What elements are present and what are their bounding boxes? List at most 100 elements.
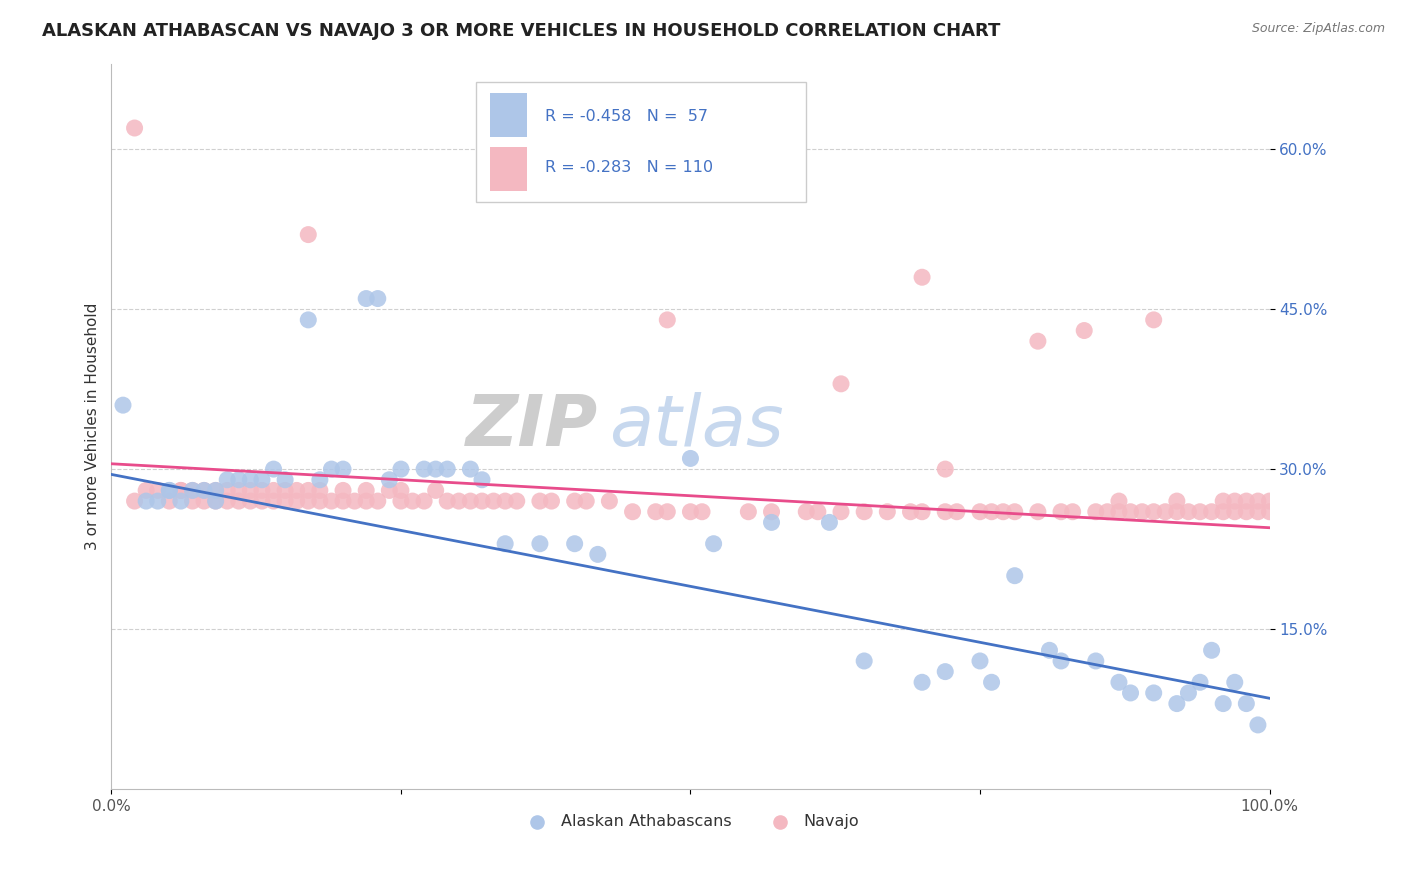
Text: ZIP: ZIP <box>465 392 598 461</box>
Point <box>980 675 1002 690</box>
Point <box>274 473 297 487</box>
Point <box>761 505 783 519</box>
Point <box>1050 505 1073 519</box>
Point <box>157 483 180 498</box>
Point <box>679 505 702 519</box>
Point <box>354 292 377 306</box>
Point <box>263 462 285 476</box>
Point <box>425 483 447 498</box>
Text: ALASKAN ATHABASCAN VS NAVAJO 3 OR MORE VEHICLES IN HOUSEHOLD CORRELATION CHART: ALASKAN ATHABASCAN VS NAVAJO 3 OR MORE V… <box>42 22 1001 40</box>
Point <box>1026 505 1049 519</box>
Point <box>1004 568 1026 582</box>
Point <box>1201 505 1223 519</box>
Point <box>900 505 922 519</box>
Point <box>285 494 308 508</box>
Point <box>737 505 759 519</box>
Point <box>980 505 1002 519</box>
Point <box>239 494 262 508</box>
Point <box>217 473 239 487</box>
Point <box>274 483 297 498</box>
Point <box>297 313 319 327</box>
Point <box>204 494 226 508</box>
Point <box>1201 643 1223 657</box>
Point <box>274 494 297 508</box>
Point <box>690 505 713 519</box>
Point <box>876 505 898 519</box>
Point <box>285 483 308 498</box>
Point <box>1166 494 1188 508</box>
Point <box>378 483 401 498</box>
Point <box>1247 718 1270 732</box>
Point <box>853 505 876 519</box>
Point <box>181 483 204 498</box>
Point <box>471 473 494 487</box>
Point <box>1223 675 1246 690</box>
Point <box>157 494 180 508</box>
FancyBboxPatch shape <box>477 82 806 202</box>
Point <box>1247 494 1270 508</box>
Point <box>135 483 157 498</box>
Point <box>1097 505 1119 519</box>
Point <box>146 483 169 498</box>
Point <box>1177 686 1199 700</box>
Point <box>1130 505 1153 519</box>
Point <box>621 505 644 519</box>
Text: R = -0.283   N = 110: R = -0.283 N = 110 <box>544 161 713 175</box>
Point <box>494 537 516 551</box>
Point <box>146 494 169 508</box>
Point <box>436 462 458 476</box>
Point <box>1212 494 1234 508</box>
Point <box>1189 505 1212 519</box>
Point <box>263 483 285 498</box>
Point <box>703 537 725 551</box>
Point <box>332 462 354 476</box>
Point <box>1166 505 1188 519</box>
Point <box>263 494 285 508</box>
FancyBboxPatch shape <box>491 147 527 191</box>
Point <box>436 494 458 508</box>
Point <box>204 494 226 508</box>
Text: atlas: atlas <box>609 392 785 461</box>
Point <box>413 462 436 476</box>
Point <box>1234 505 1257 519</box>
Point <box>494 494 516 508</box>
Point <box>1119 686 1142 700</box>
Point <box>204 483 226 498</box>
Point <box>124 121 146 136</box>
Point <box>1189 675 1212 690</box>
Point <box>239 483 262 498</box>
Point <box>657 313 679 327</box>
Point <box>564 494 586 508</box>
Point <box>1212 697 1234 711</box>
Point <box>367 494 389 508</box>
Point <box>297 227 319 242</box>
Point <box>332 494 354 508</box>
Point <box>1108 494 1130 508</box>
Point <box>343 494 366 508</box>
Point <box>807 505 830 519</box>
Point <box>1223 505 1246 519</box>
Point <box>309 473 332 487</box>
Point <box>354 483 377 498</box>
Point <box>321 462 343 476</box>
Point <box>1212 505 1234 519</box>
Point <box>1143 505 1166 519</box>
Point <box>934 665 956 679</box>
Point <box>1062 505 1084 519</box>
Point <box>309 494 332 508</box>
Point <box>1026 334 1049 349</box>
Point <box>378 473 401 487</box>
Point <box>1154 505 1177 519</box>
Point <box>911 675 934 690</box>
Point <box>460 462 482 476</box>
Point <box>367 292 389 306</box>
Point <box>193 483 215 498</box>
Point <box>969 505 991 519</box>
Point <box>1234 494 1257 508</box>
Point <box>657 505 679 519</box>
Point <box>309 483 332 498</box>
Point <box>217 483 239 498</box>
Point <box>1108 675 1130 690</box>
Point <box>471 494 494 508</box>
Point <box>250 483 273 498</box>
